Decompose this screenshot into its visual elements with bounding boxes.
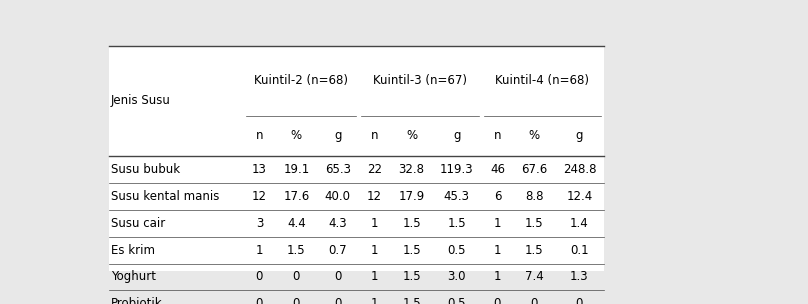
Text: 40.0: 40.0: [325, 190, 351, 203]
Text: 0: 0: [494, 297, 501, 304]
Text: g: g: [575, 130, 583, 143]
Text: 0: 0: [292, 297, 300, 304]
Text: 45.3: 45.3: [444, 190, 469, 203]
Text: %: %: [528, 130, 540, 143]
Text: 119.3: 119.3: [440, 163, 473, 176]
Text: 1.5: 1.5: [525, 217, 544, 230]
Text: 22: 22: [367, 163, 382, 176]
Text: g: g: [453, 130, 461, 143]
Text: Kuintil-4 (n=68): Kuintil-4 (n=68): [495, 74, 590, 88]
Text: Susu cair: Susu cair: [111, 217, 166, 230]
Text: 0.7: 0.7: [328, 244, 347, 257]
Text: 4.4: 4.4: [287, 217, 305, 230]
Text: 1: 1: [494, 244, 501, 257]
Text: %: %: [291, 130, 302, 143]
Text: 1: 1: [494, 217, 501, 230]
Text: 1.5: 1.5: [402, 271, 421, 284]
Text: 0: 0: [334, 297, 342, 304]
Text: Kuintil-2 (n=68): Kuintil-2 (n=68): [254, 74, 347, 88]
Text: 3: 3: [256, 217, 263, 230]
Text: 1.5: 1.5: [525, 244, 544, 257]
Text: 1.5: 1.5: [448, 217, 466, 230]
Text: 67.6: 67.6: [521, 163, 548, 176]
Text: Jenis Susu: Jenis Susu: [111, 94, 171, 107]
Text: n: n: [255, 130, 263, 143]
Text: Es krim: Es krim: [111, 244, 155, 257]
Text: 46: 46: [490, 163, 505, 176]
Text: 0.5: 0.5: [448, 297, 466, 304]
Text: 1: 1: [371, 244, 378, 257]
Text: 0: 0: [292, 271, 300, 284]
Text: 3.0: 3.0: [448, 271, 466, 284]
Text: 1.5: 1.5: [402, 244, 421, 257]
Text: 12.4: 12.4: [566, 190, 592, 203]
Text: g: g: [334, 130, 342, 143]
Text: 4.3: 4.3: [328, 217, 347, 230]
Text: Probiotik: Probiotik: [111, 297, 162, 304]
Text: 12: 12: [252, 190, 267, 203]
Text: 1: 1: [371, 217, 378, 230]
Text: 0: 0: [256, 271, 263, 284]
Text: 8.8: 8.8: [525, 190, 544, 203]
Text: %: %: [406, 130, 417, 143]
Text: 6: 6: [494, 190, 501, 203]
Text: 0: 0: [334, 271, 342, 284]
Text: Susu kental manis: Susu kental manis: [111, 190, 220, 203]
Text: 17.6: 17.6: [284, 190, 309, 203]
Text: 1.5: 1.5: [402, 297, 421, 304]
Text: 1: 1: [494, 271, 501, 284]
Text: 13: 13: [252, 163, 267, 176]
Text: 0: 0: [256, 297, 263, 304]
Text: 0.1: 0.1: [570, 244, 589, 257]
Text: 7.4: 7.4: [525, 271, 544, 284]
Text: 1: 1: [371, 271, 378, 284]
Text: 17.9: 17.9: [398, 190, 425, 203]
Text: 12: 12: [367, 190, 382, 203]
Text: 19.1: 19.1: [284, 163, 309, 176]
Text: 1.4: 1.4: [570, 217, 589, 230]
Text: n: n: [371, 130, 378, 143]
Text: 1.3: 1.3: [570, 271, 589, 284]
Text: 1.5: 1.5: [287, 244, 305, 257]
Text: Yoghurt: Yoghurt: [111, 271, 156, 284]
Text: Susu bubuk: Susu bubuk: [111, 163, 180, 176]
Text: 1.5: 1.5: [402, 217, 421, 230]
Text: Kuintil-3 (n=67): Kuintil-3 (n=67): [372, 74, 467, 88]
Text: n: n: [494, 130, 501, 143]
Text: 248.8: 248.8: [562, 163, 596, 176]
Text: 1: 1: [255, 244, 263, 257]
Text: 0: 0: [576, 297, 583, 304]
Text: 0.5: 0.5: [448, 244, 466, 257]
Text: 32.8: 32.8: [398, 163, 424, 176]
Text: 0: 0: [531, 297, 538, 304]
Text: 1: 1: [371, 297, 378, 304]
Text: 65.3: 65.3: [325, 163, 351, 176]
